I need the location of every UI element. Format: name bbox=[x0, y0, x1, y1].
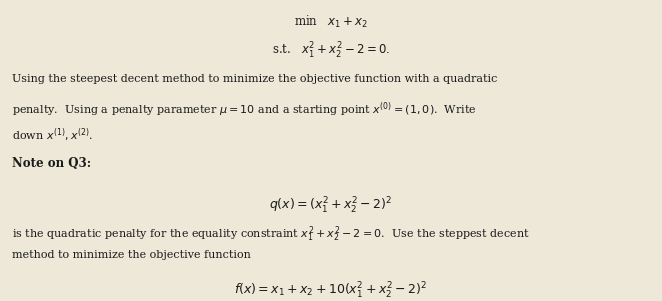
Text: is the quadratic penalty for the equality constraint $x_1^2 + x_2^2 - 2 = 0$.  U: is the quadratic penalty for the equalit… bbox=[12, 224, 530, 244]
Text: $f(x) = x_1 + x_2 + 10(x_1^2 + x_2^2 - 2)^2$: $f(x) = x_1 + x_2 + 10(x_1^2 + x_2^2 - 2… bbox=[234, 281, 428, 301]
Text: min   $x_1 + x_2$: min $x_1 + x_2$ bbox=[294, 14, 368, 29]
Text: down $x^{(1)}, x^{(2)}$.: down $x^{(1)}, x^{(2)}$. bbox=[12, 126, 93, 144]
Text: s.t.   $x_1^2 + x_2^2 - 2 = 0.$: s.t. $x_1^2 + x_2^2 - 2 = 0.$ bbox=[272, 41, 390, 61]
Text: Note on Q3:: Note on Q3: bbox=[12, 157, 91, 169]
Text: Using the steepest decent method to minimize the objective function with a quadr: Using the steepest decent method to mini… bbox=[12, 74, 497, 84]
Text: $q(x) = (x_1^2 + x_2^2 - 2)^2$: $q(x) = (x_1^2 + x_2^2 - 2)^2$ bbox=[269, 196, 393, 216]
Text: penalty.  Using a penalty parameter $\mu = 10$ and a starting point $x^{(0)} = (: penalty. Using a penalty parameter $\mu … bbox=[12, 100, 477, 119]
Text: method to minimize the objective function: method to minimize the objective functio… bbox=[12, 250, 251, 260]
